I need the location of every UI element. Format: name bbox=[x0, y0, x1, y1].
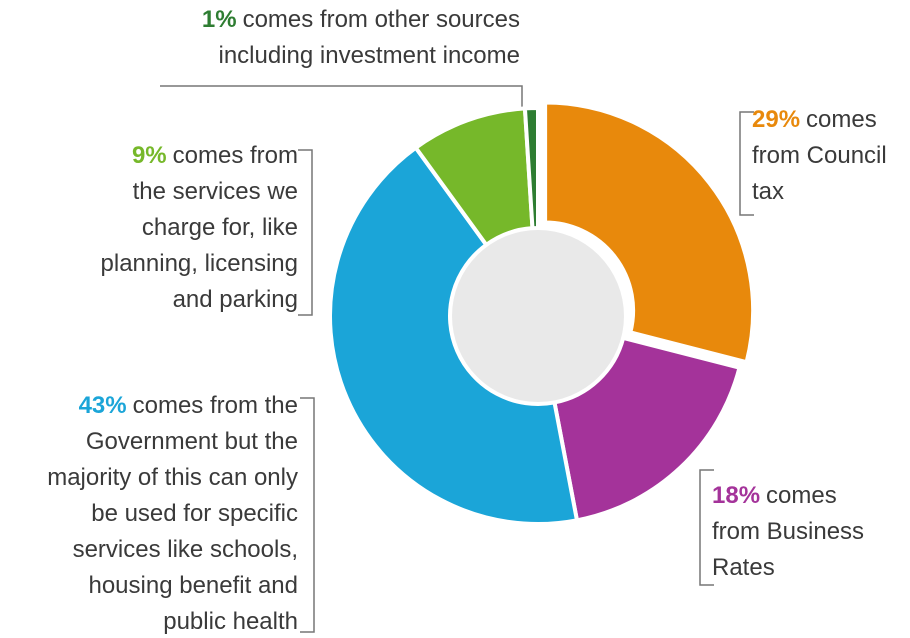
category-label: comes from the services we charge for, l… bbox=[100, 142, 298, 313]
leader-line bbox=[300, 397, 315, 633]
donut-segment bbox=[543, 100, 756, 365]
value-label: 9% bbox=[131, 142, 167, 169]
value-label: 29% bbox=[752, 106, 801, 133]
leader-line bbox=[160, 85, 523, 112]
donut-segment bbox=[522, 105, 540, 231]
category-label: comes from other sources including inves… bbox=[218, 6, 521, 69]
segment-label: 18% comes from Business Rates bbox=[712, 478, 864, 586]
segment-label: 29% comes from Council tax bbox=[752, 102, 887, 210]
leader-line bbox=[298, 149, 313, 316]
leader-line bbox=[739, 111, 754, 216]
donut-hole bbox=[452, 230, 624, 402]
value-label: 1% bbox=[201, 6, 237, 33]
category-label: comes from the Government but the majori… bbox=[47, 392, 298, 635]
leader-line bbox=[699, 469, 714, 586]
donut-segment bbox=[552, 335, 742, 523]
value-label: 18% bbox=[712, 482, 761, 509]
category-label: comes from Council tax bbox=[752, 106, 887, 205]
category-label: comes from Business Rates bbox=[712, 482, 865, 581]
value-label: 43% bbox=[78, 392, 127, 419]
donut-segment bbox=[328, 144, 580, 526]
segment-label: 1% comes from other sources including inv… bbox=[202, 2, 520, 74]
segment-label: 9% comes from the services we charge for,… bbox=[101, 138, 298, 318]
segment-label: 43% comes from the Government but the maj… bbox=[47, 388, 298, 638]
